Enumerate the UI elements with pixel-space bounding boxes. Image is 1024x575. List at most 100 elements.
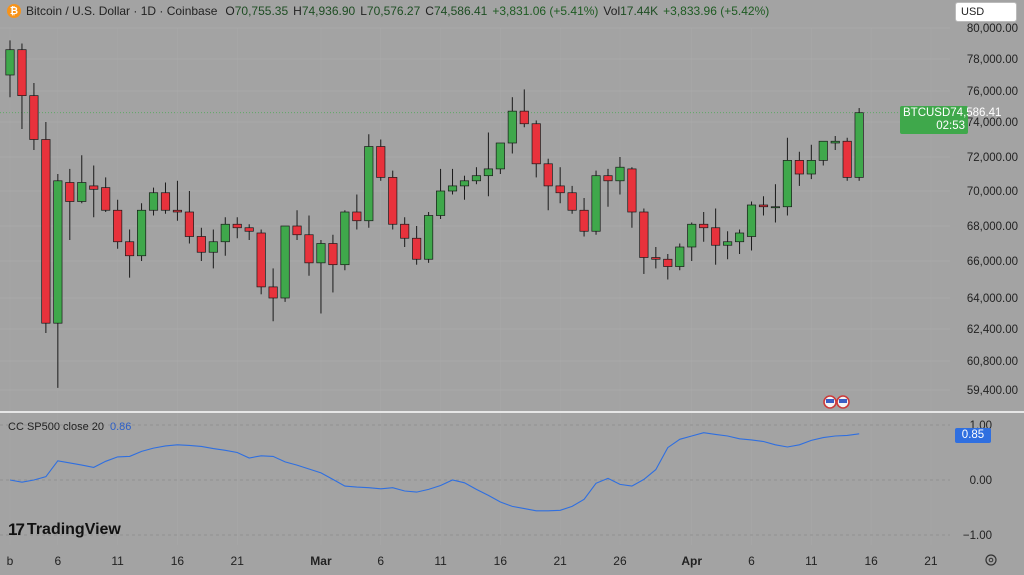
price-tick-label: 68,000.00 [967,221,1018,233]
candle-body [29,95,39,140]
price-tick-label: 74,000.00 [967,117,1018,129]
candle-body [675,246,685,267]
volume-key: Vol [603,4,621,18]
high-key: H [293,4,302,18]
settings-gear-icon[interactable] [985,554,997,566]
candle-body [316,243,326,264]
high-value: 74,936.90 [301,4,356,18]
event-icons[interactable] [823,395,850,409]
indicator-tick-label: −1.00 [963,530,992,542]
candle-body [830,140,840,144]
candle-body [735,232,745,243]
price-change: +3,831.06 (+5.41%) [492,4,599,18]
candle-body [591,175,601,232]
candle-body [818,140,828,161]
candle-body [196,236,206,253]
indicator-value: 0.86 [110,421,132,433]
currency-selector[interactable]: USD [955,2,1017,22]
candle-body [854,112,864,178]
candle-body [17,49,27,97]
candle-body [842,140,852,178]
candle-body [603,175,613,182]
candle-body [364,146,374,222]
candle-body [125,241,135,257]
last-price-badge[interactable]: BTCUSD 74,586.41 02:53 [900,106,1001,134]
candle-body [184,211,194,237]
candle-body [424,215,434,260]
indicator-tick-label: 0.00 [970,475,992,487]
bar-countdown: 02:53 [936,120,965,132]
flag-canton [826,399,834,403]
candle-body [304,234,314,264]
candle-body [687,223,697,248]
price-tick-label: 72,000.00 [967,152,1018,164]
candle-body [758,204,769,208]
candle-body [567,192,577,211]
time-tick-label: b [7,554,14,568]
price-tick-label: 78,000.00 [967,54,1018,66]
time-tick-label: 11 [111,554,124,568]
volume-change: +3,833.96 (+5.42%) [663,4,770,18]
time-tick-label: 6 [377,554,384,568]
candle-body [639,211,649,258]
candle-body [292,225,302,236]
candle-body [794,160,804,175]
candle-body [436,190,446,216]
price-tick-label: 80,000.00 [967,23,1018,35]
close-value: 74,586.41 [433,4,488,18]
candle-body [41,139,51,324]
bitcoin-logo-icon[interactable]: ₿ [7,4,21,18]
candle-body [663,258,673,267]
candle-body [113,209,123,243]
time-tick-label: 21 [231,554,245,568]
candle-body [352,211,362,222]
time-tick-label: 16 [171,554,185,568]
time-tick-label: 16 [864,554,878,568]
time-tick-label: 11 [434,554,447,568]
price-tick-label: 59,400.00 [967,385,1018,397]
candle-body [172,209,182,213]
candle-body [89,185,99,190]
candle-body [531,123,541,165]
candle-body [244,227,254,232]
candle-body [412,237,422,260]
candle-body [137,209,147,257]
candle-body [519,110,529,125]
tradingview-logo-icon: 17 [8,520,25,539]
flag-canton [839,399,847,403]
candle-body [232,223,242,229]
price-axis[interactable]: 80,000.00 78,000.00 76,000.00 74,000.00 72,0… [967,23,1018,397]
indicator-legend[interactable]: CC SP500 close 20 0.86 [8,421,131,433]
candle-body [543,163,553,187]
candle-body [770,206,780,209]
candle-body [208,241,218,253]
time-tick-label: 21 [553,554,567,568]
low-key: L [360,4,367,18]
candle-body [711,227,721,246]
tradingview-logo-text: TradingView [26,521,121,538]
candlestick-series [5,40,864,388]
time-tick-label: 11 [805,554,818,568]
open-key: O [225,4,235,18]
time-tick-label: 26 [613,554,627,568]
close-key: C [425,4,434,18]
tradingview-logo[interactable]: 17 TradingView [8,520,121,540]
time-tick-label: 6 [54,554,61,568]
symbol-title[interactable]: Bitcoin / U.S. Dollar · 1D · Coinbase [26,4,218,18]
candle-body [782,160,792,208]
candle-body [806,160,816,175]
candle-body [651,257,661,260]
candle-body [483,168,493,177]
indicator-name: CC SP500 close 20 [8,421,104,433]
currency-value: USD [961,6,985,18]
candle-body [376,146,386,178]
candle-body [388,177,398,225]
candle-body [220,223,230,243]
candle-body [495,142,505,170]
badge-price: 74,586.41 [950,107,1002,119]
time-tick-label: Mar [310,554,332,568]
time-axis[interactable]: b 6 11 16 21 Mar 6 11 16 21 26 Apr 6 11 16 21 [7,554,938,568]
price-tick-label: 60,800.00 [967,356,1018,368]
candle-body [471,175,481,182]
